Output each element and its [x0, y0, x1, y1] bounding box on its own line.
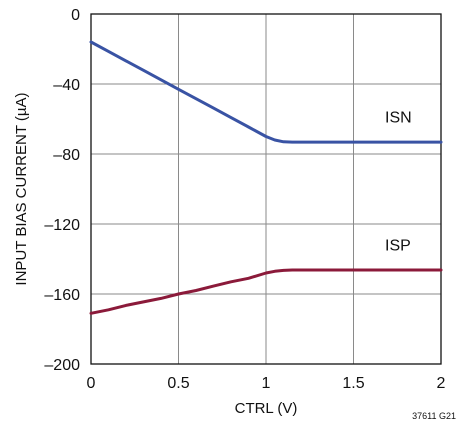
- series-annotations: ISN ISP: [385, 110, 412, 255]
- grid-lines: [91, 14, 441, 364]
- x-tick-label: 1.5: [342, 375, 364, 392]
- y-tick-label: –120: [44, 217, 80, 234]
- x-tick-labels: 0 0.5 1 1.5 2: [87, 375, 446, 392]
- series-line-isp: [89, 268, 443, 315]
- x-tick-label: 2: [437, 375, 446, 392]
- figure-id: 37611 G21: [412, 411, 456, 421]
- x-tick-label: 1: [262, 375, 271, 392]
- x-tick-label: 0: [87, 375, 96, 392]
- x-tick-label: 0.5: [167, 375, 189, 392]
- y-tick-label: –200: [44, 357, 80, 374]
- y-tick-label: –160: [44, 287, 80, 304]
- annotation-isp: ISP: [385, 237, 411, 254]
- y-tick-label: –80: [53, 147, 80, 164]
- y-tick-label: –40: [53, 77, 80, 94]
- annotation-isn: ISN: [385, 110, 412, 127]
- y-axis-title: INPUT BIAS CURRENT (µA): [13, 92, 30, 285]
- y-tick-labels: 0 –40 –80 –120 –160 –200: [44, 7, 80, 374]
- x-axis-title: CTRL (V): [235, 400, 298, 417]
- y-tick-label: 0: [71, 7, 80, 24]
- series-line-isn: [89, 40, 443, 144]
- series-group: [89, 40, 443, 315]
- plot-frame: [90, 13, 442, 365]
